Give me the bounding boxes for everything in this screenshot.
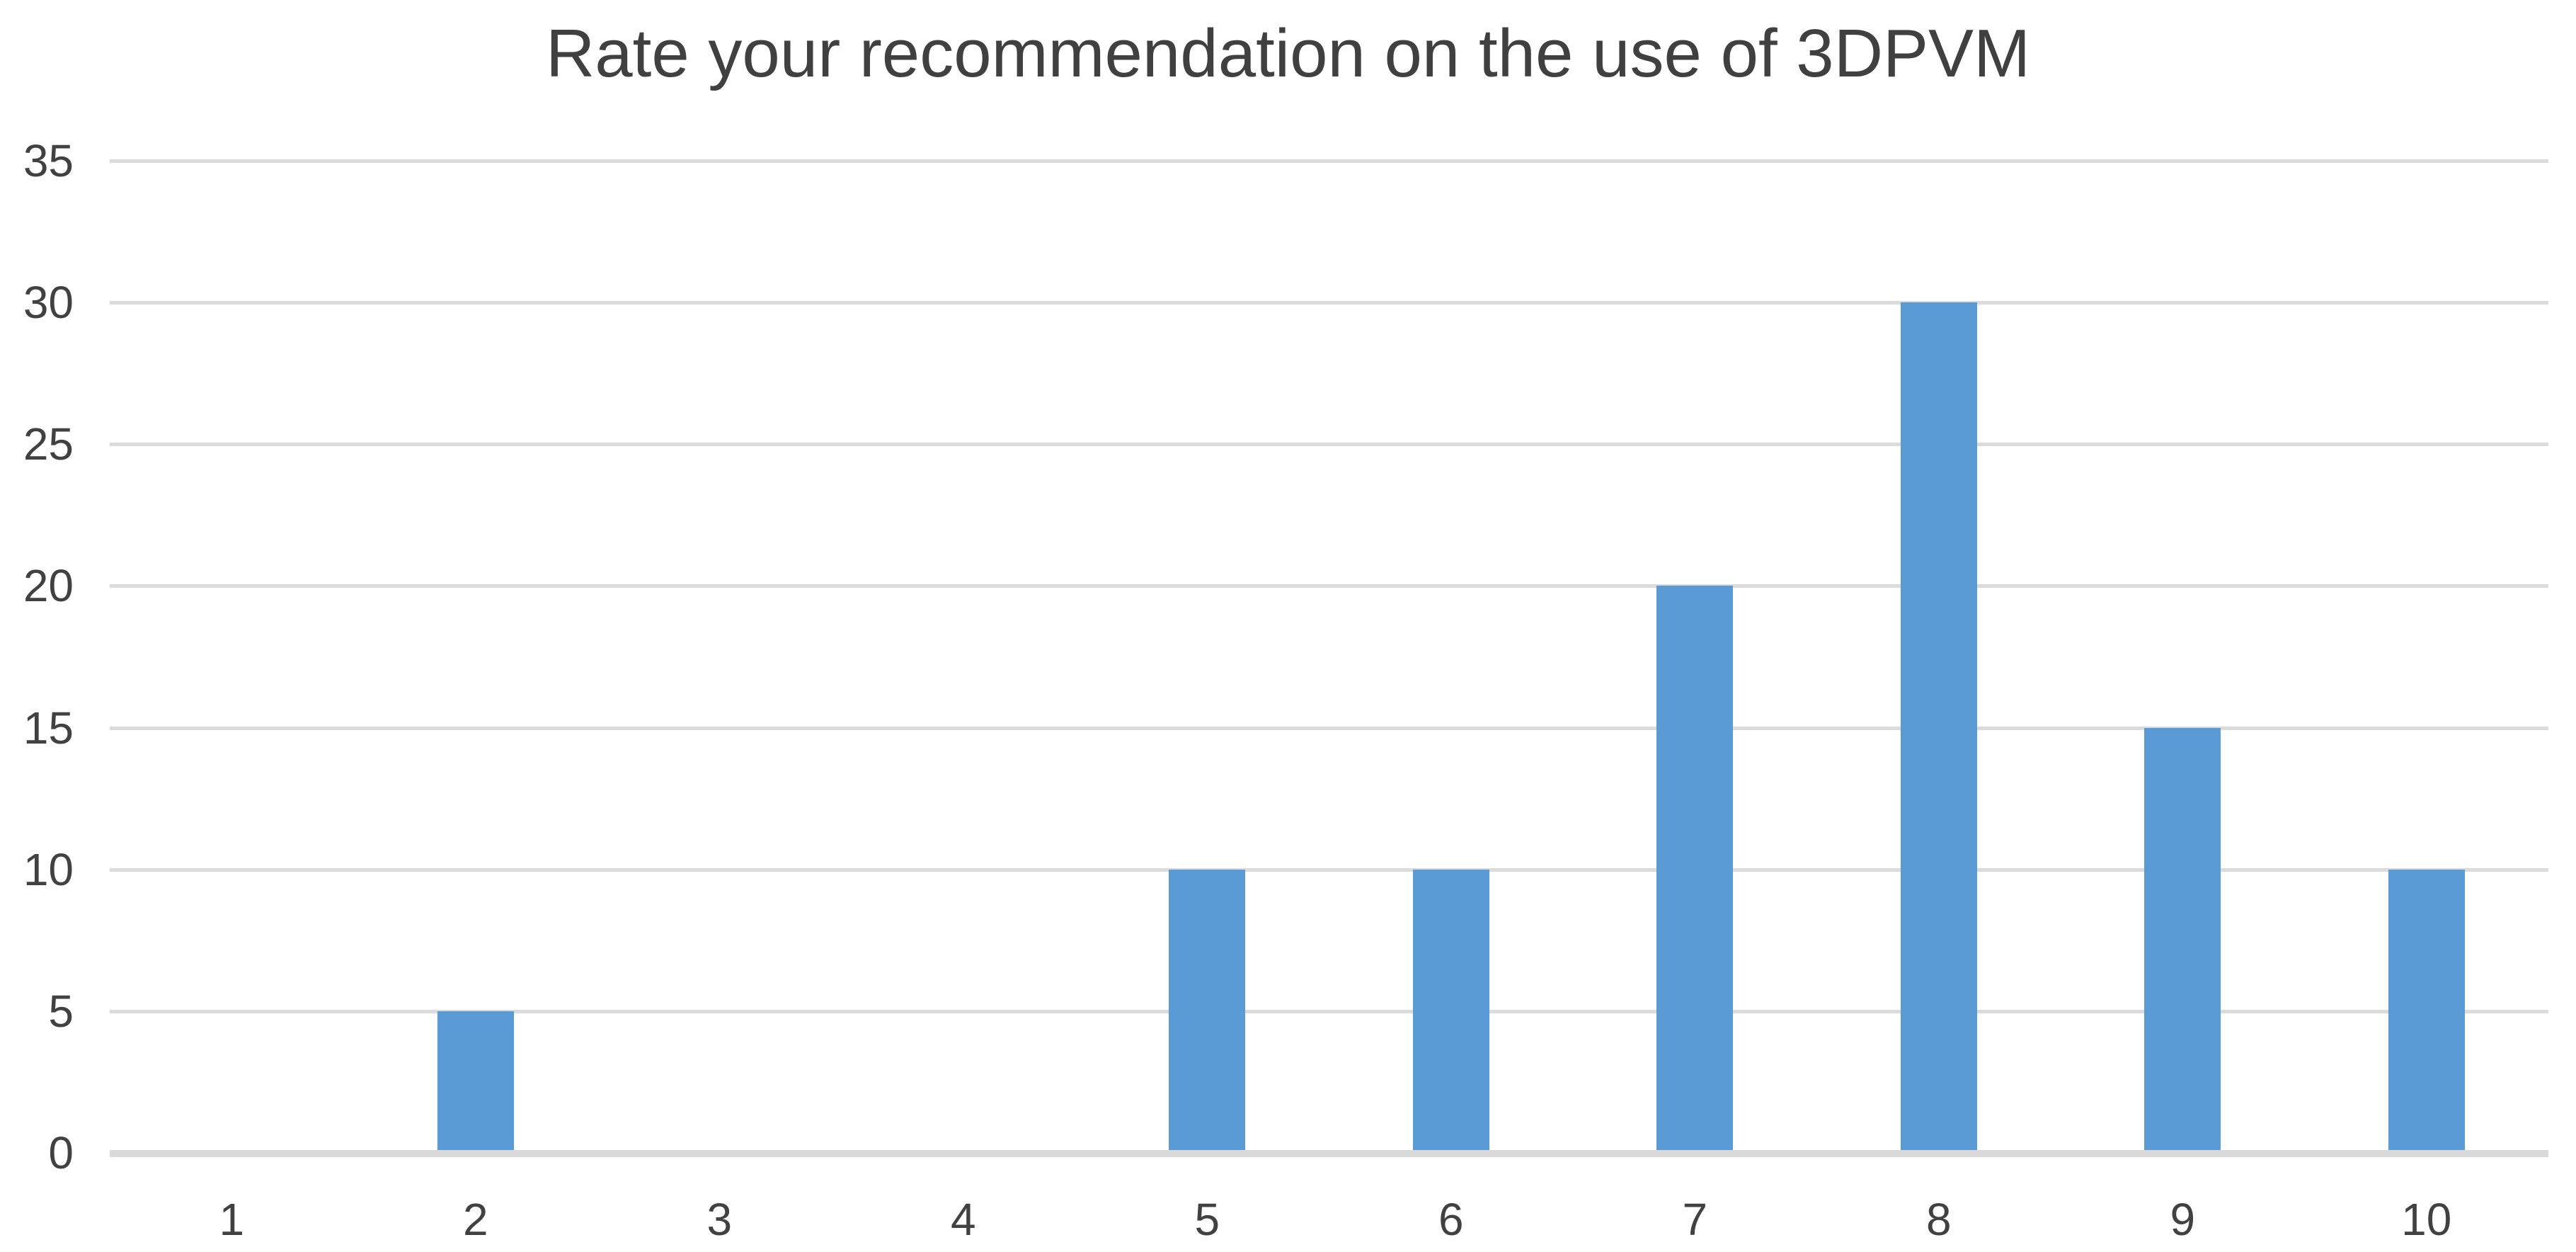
x-axis-tick-label: 1	[219, 1194, 245, 1245]
x-axis-tick-label: 5	[1194, 1194, 1220, 1245]
bar	[1900, 302, 1977, 1153]
x-axis-tick-label: 10	[2401, 1194, 2452, 1245]
y-axis-tick-label: 0	[48, 1127, 74, 1178]
y-axis-tick-label: 25	[23, 419, 74, 470]
x-axis-tick-label: 9	[2170, 1194, 2196, 1245]
gridline	[110, 867, 2548, 872]
x-axis-tick-label: 8	[1925, 1194, 1952, 1245]
x-axis-tick-label: 7	[1682, 1194, 1708, 1245]
gridline	[110, 443, 2548, 447]
x-axis-tick-label: 6	[1438, 1194, 1464, 1245]
bar	[1412, 869, 1489, 1153]
gridline	[110, 726, 2548, 730]
bar	[437, 1011, 514, 1153]
y-axis-tick-label: 30	[23, 277, 74, 329]
y-axis-tick-label: 10	[23, 843, 74, 895]
x-axis-tick-label: 4	[950, 1194, 976, 1245]
y-axis-tick-label: 20	[23, 560, 74, 612]
y-axis-tick-label: 5	[48, 985, 74, 1037]
gridline	[110, 301, 2548, 305]
gridline	[110, 1009, 2548, 1013]
bar	[1169, 869, 1246, 1153]
bar	[1656, 586, 1734, 1153]
gridline	[110, 584, 2548, 588]
y-axis-tick-label: 15	[23, 702, 74, 753]
chart-title: Rate your recommendation on the use of 3…	[545, 16, 2031, 91]
bar	[2388, 869, 2465, 1153]
y-axis-tick-label: 35	[23, 135, 74, 186]
gridline	[110, 159, 2548, 163]
x-axis-tick-label: 3	[706, 1194, 733, 1245]
bar	[2144, 727, 2221, 1153]
x-axis-line	[110, 1150, 2548, 1157]
x-axis-tick-label: 2	[462, 1194, 488, 1245]
